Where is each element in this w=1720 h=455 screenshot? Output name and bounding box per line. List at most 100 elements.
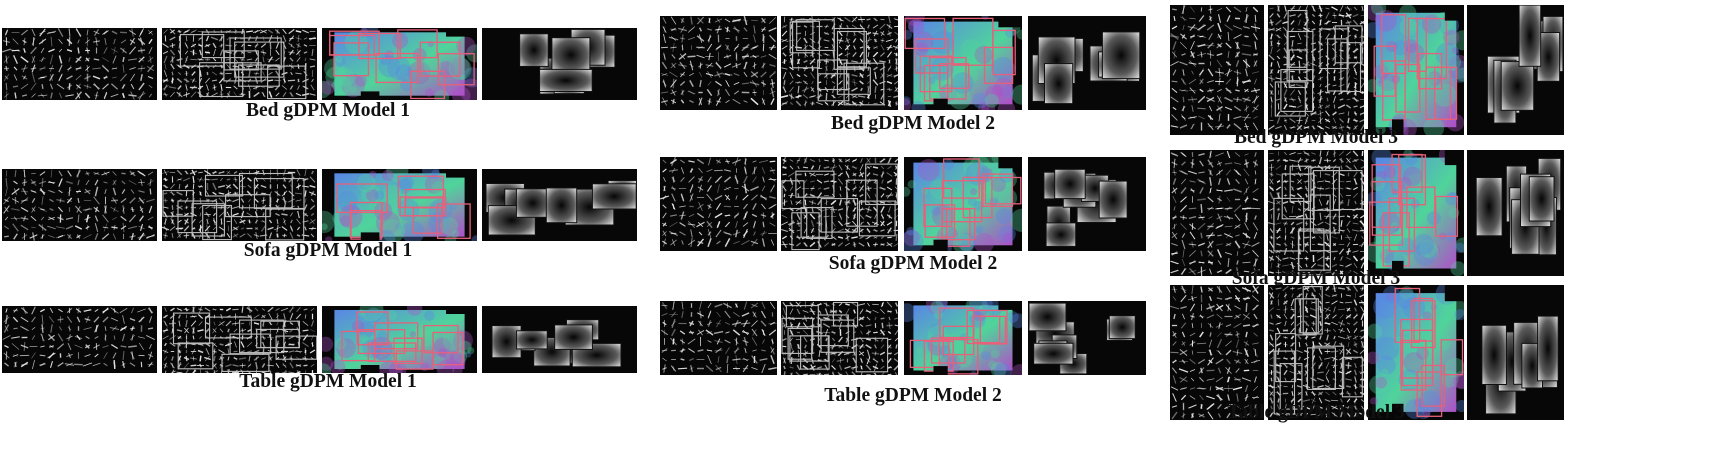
part-box — [1440, 339, 1464, 376]
part-box — [229, 37, 282, 70]
part-box — [373, 322, 419, 350]
part-box — [191, 203, 225, 237]
part-box — [1287, 9, 1308, 68]
part-box — [238, 64, 280, 87]
model-caption: Table gDPM Model 1 — [239, 371, 417, 392]
part-box — [1280, 69, 1314, 112]
part-box — [1381, 14, 1407, 75]
deformation-cell — [515, 188, 550, 218]
part-box — [357, 329, 406, 355]
part-box — [1302, 286, 1323, 335]
deformation-panel — [482, 306, 637, 373]
normal-map-panel — [322, 306, 477, 373]
part-box — [1341, 356, 1363, 398]
part-box — [843, 62, 885, 106]
part-box — [941, 207, 976, 241]
deformation-cell — [1045, 222, 1077, 247]
normal-map-panel — [1368, 285, 1464, 420]
part-box — [939, 63, 970, 89]
part-filters-panel — [781, 157, 898, 251]
part-box — [177, 342, 214, 370]
part-box — [367, 342, 417, 362]
part-box — [1373, 45, 1396, 97]
hog-cells — [1268, 285, 1364, 418]
deformation-cell — [1481, 324, 1507, 385]
part-box — [785, 305, 819, 328]
part-box — [1298, 228, 1325, 276]
deformation-cell — [1044, 63, 1074, 105]
part-box — [1273, 350, 1296, 415]
part-box — [941, 180, 983, 223]
part-box — [1388, 197, 1416, 252]
deformation-panel — [482, 28, 637, 100]
part-box — [1416, 371, 1443, 417]
part-box — [1416, 17, 1447, 80]
part-box — [329, 34, 375, 56]
hog-cells — [3, 169, 155, 241]
part-box — [1394, 287, 1421, 343]
part-box — [1273, 197, 1305, 252]
part-box — [267, 65, 307, 100]
part-box — [806, 206, 833, 239]
part-box — [1407, 17, 1427, 72]
part-box — [1312, 345, 1345, 390]
model-caption: Sofa gDPM Model 2 — [828, 253, 998, 274]
deformation-panel — [1467, 150, 1564, 276]
deformation-cell — [1518, 5, 1542, 67]
normal-map-panel — [904, 16, 1022, 110]
model-caption: Bed gDPM Model 1 — [245, 100, 411, 121]
part-box — [1275, 333, 1297, 383]
part-box — [781, 180, 805, 210]
part-box — [795, 170, 835, 198]
part-box — [919, 55, 953, 93]
part-box — [260, 320, 300, 349]
hog-cells — [1170, 285, 1260, 420]
part-box — [1332, 170, 1363, 211]
part-box — [855, 337, 889, 373]
deformation-cell — [1528, 176, 1555, 222]
part-box — [1288, 49, 1308, 89]
hog-cells — [162, 28, 317, 99]
deformation-cell — [516, 330, 548, 350]
part-box — [1319, 28, 1349, 70]
part-box — [1421, 364, 1446, 407]
root-filter-panel — [660, 16, 777, 110]
part-box — [836, 30, 867, 68]
deformation-cell — [1537, 315, 1559, 382]
part-box — [234, 41, 285, 78]
part-box — [423, 324, 459, 354]
part-box — [225, 194, 271, 218]
deformation-panel — [1467, 285, 1564, 420]
root-filter-panel — [1170, 5, 1264, 135]
deformation-cell — [539, 68, 593, 93]
hog-cells — [660, 157, 777, 248]
part-box — [1434, 66, 1458, 120]
root-filter-panel — [2, 306, 157, 373]
part-box — [201, 31, 245, 59]
model-caption: Table gDPM Model 3 — [1227, 402, 1405, 423]
part-box — [1294, 298, 1317, 336]
normal-map-panel — [904, 301, 1022, 375]
hog-cells — [1170, 150, 1261, 276]
model-caption: Bed gDPM Model 3 — [1233, 127, 1399, 148]
part-box — [817, 314, 849, 347]
part-filters-panel — [781, 301, 898, 375]
deformation-cell — [1028, 302, 1067, 332]
part-box — [1410, 300, 1436, 349]
deformation-cell — [545, 187, 578, 224]
part-box — [1395, 63, 1421, 113]
deformation-panel — [1028, 16, 1146, 110]
deformation-cell — [1101, 31, 1141, 80]
part-filters-panel — [1268, 150, 1364, 276]
deformation-cell — [1098, 180, 1128, 219]
model-caption: Sofa gDPM Model 3 — [1231, 268, 1401, 289]
part-box — [983, 46, 1014, 84]
part-box — [356, 311, 389, 346]
deformation-panel — [1467, 5, 1564, 135]
part-box — [1340, 42, 1362, 93]
part-filters-panel — [162, 169, 317, 241]
part-box — [1334, 25, 1363, 64]
part-box — [836, 67, 871, 95]
normal-map-fill — [1375, 293, 1457, 412]
part-box — [253, 178, 305, 210]
